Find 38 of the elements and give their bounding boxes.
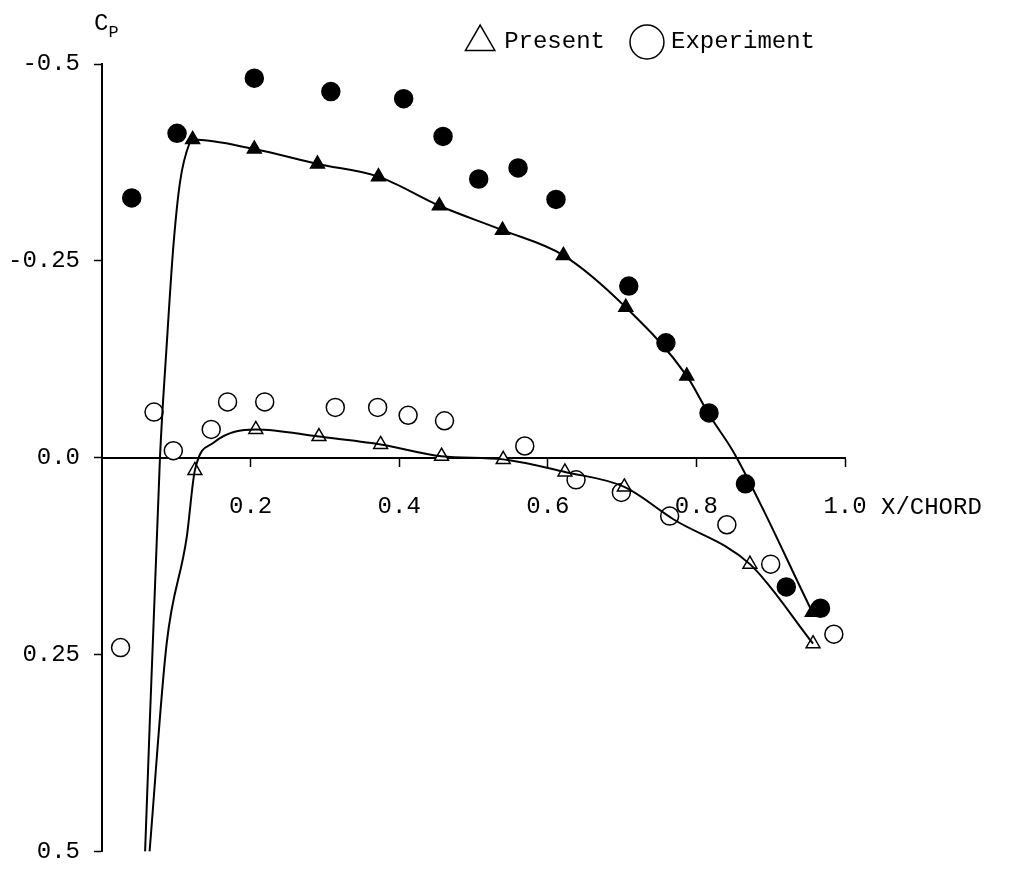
x-tick-label: 0.2	[228, 492, 273, 520]
y-tick-label: -0.5	[22, 50, 80, 78]
point	[776, 577, 797, 597]
x-tick-label: 0.8	[674, 492, 719, 520]
point	[508, 158, 528, 178]
legend-label: Experiment	[670, 28, 816, 56]
x-axis-title: X/CHORD	[881, 494, 982, 522]
y-tick-label: 0.0	[36, 444, 80, 472]
point	[144, 402, 164, 422]
y-tick-label: 0.5	[36, 837, 80, 865]
point	[110, 637, 131, 658]
point	[217, 392, 238, 412]
point	[760, 554, 781, 574]
point	[717, 515, 737, 535]
point	[433, 126, 453, 147]
point	[393, 88, 414, 109]
point	[121, 188, 142, 208]
legend-label: Present	[504, 28, 605, 56]
x-tick-label: 1.0	[823, 492, 867, 520]
point	[434, 411, 455, 431]
point	[468, 169, 489, 189]
point	[619, 276, 639, 296]
point	[167, 123, 187, 144]
point	[367, 397, 388, 418]
point	[244, 68, 265, 88]
point	[824, 624, 844, 644]
point	[163, 440, 184, 461]
point	[515, 436, 535, 456]
y-tick-label: -0.25	[7, 247, 80, 275]
point	[254, 392, 275, 412]
point	[546, 189, 566, 210]
point	[325, 397, 346, 418]
point	[398, 405, 418, 426]
x-tick-label: 0.4	[377, 492, 421, 520]
point	[201, 419, 221, 440]
y-tick-label: 0.25	[22, 641, 80, 669]
x-tick-label: 0.6	[526, 492, 570, 520]
point	[321, 81, 341, 102]
